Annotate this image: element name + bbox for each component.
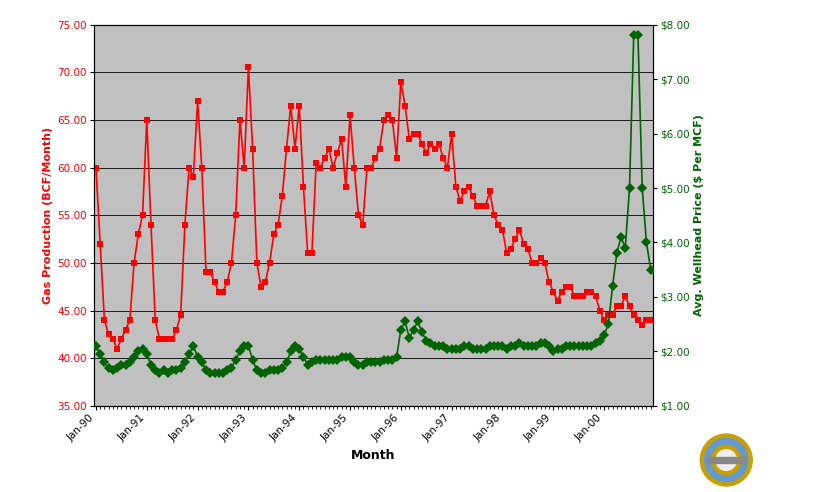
Circle shape — [712, 445, 741, 475]
X-axis label: Month: Month — [351, 449, 396, 462]
Circle shape — [700, 434, 752, 486]
Y-axis label: Gas Production (BCF/Month): Gas Production (BCF/Month) — [43, 126, 53, 304]
Circle shape — [716, 450, 737, 470]
Circle shape — [704, 438, 748, 482]
Bar — [707, 458, 746, 462]
Y-axis label: Avg. Wellhead Price ($ Per MCF): Avg. Wellhead Price ($ Per MCF) — [694, 114, 703, 316]
